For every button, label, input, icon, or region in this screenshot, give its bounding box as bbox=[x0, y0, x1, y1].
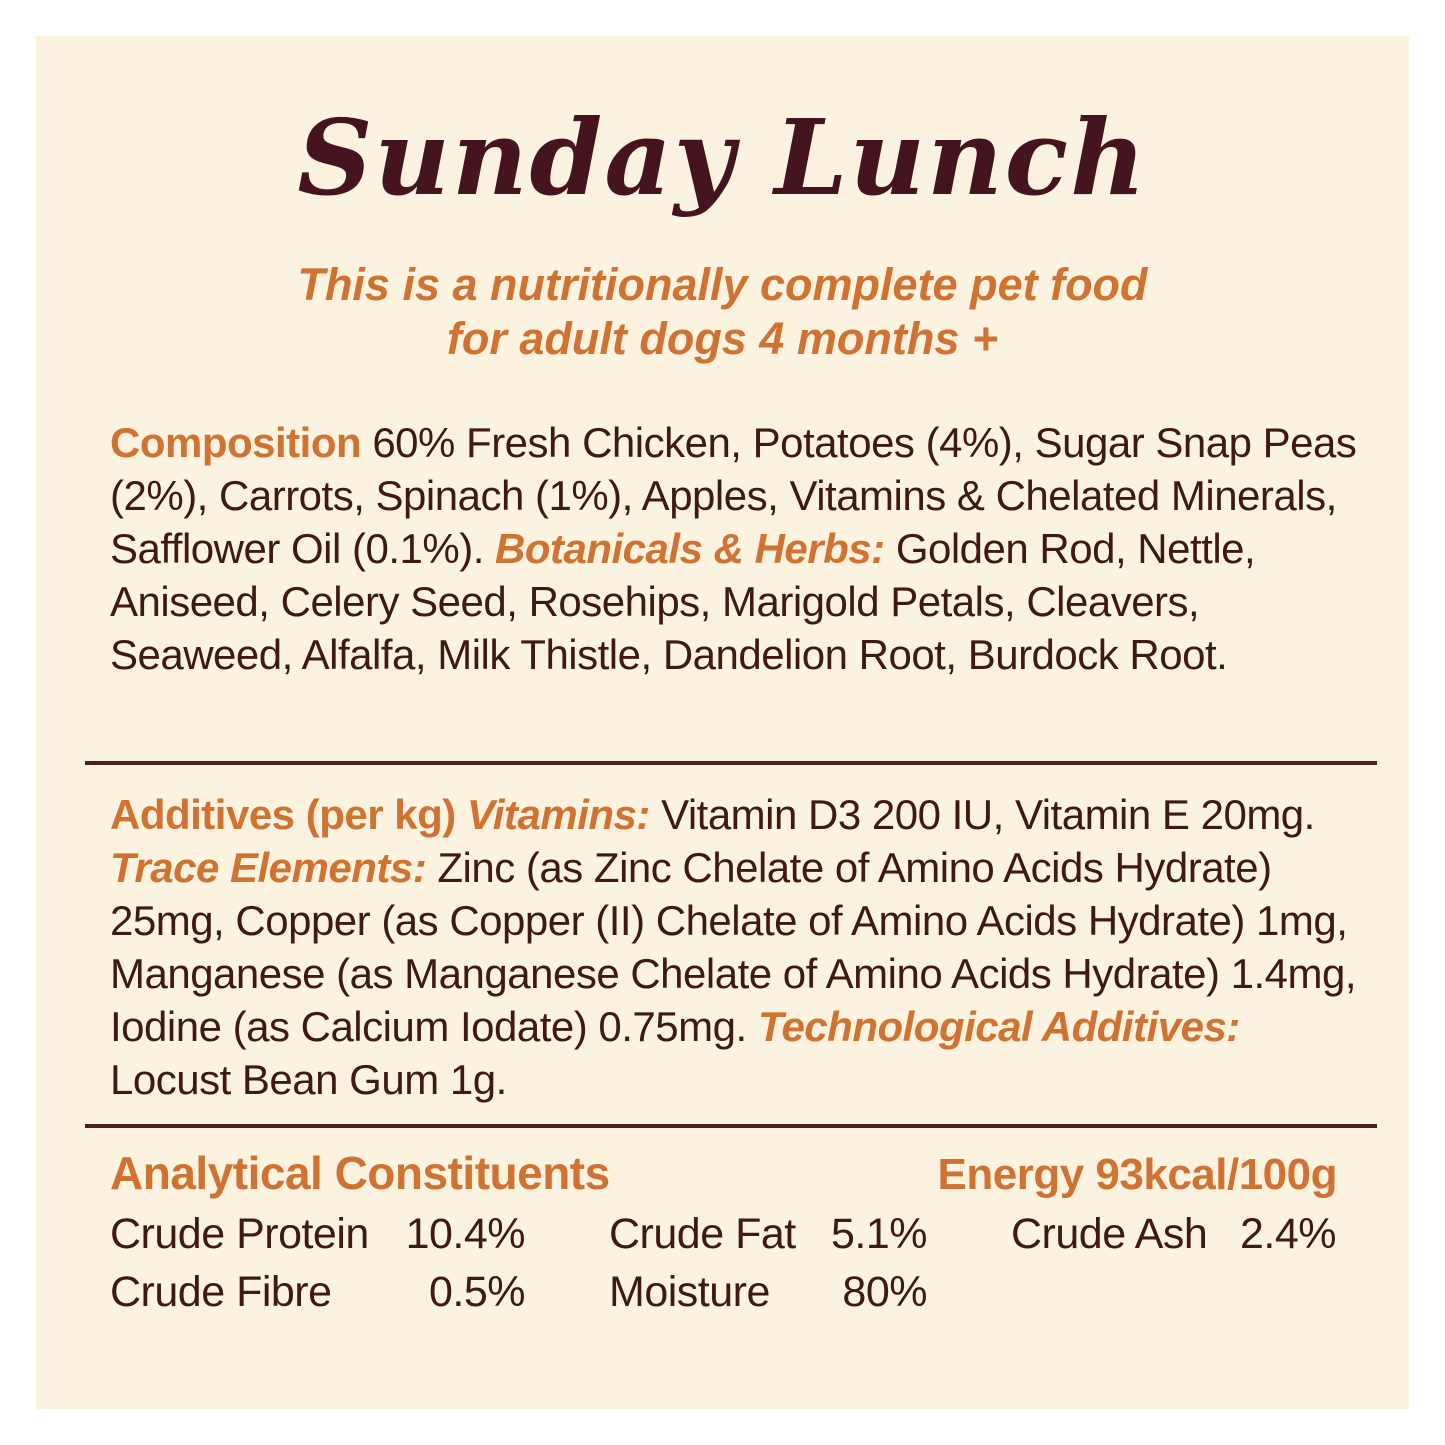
additives-paragraph: Additives (per kg) Vitamins: Vitamin D3 … bbox=[110, 788, 1365, 1106]
label-panel bbox=[36, 36, 1409, 1409]
technological-additives-text: Locust Bean Gum 1g. bbox=[110, 1056, 507, 1103]
nutrient-label: Crude Protein bbox=[110, 1210, 369, 1258]
trace-elements-text: Zinc (as Zinc Chelate of Amino Acids Hyd… bbox=[110, 844, 1357, 1050]
analytical-header-row: Analytical Constituents Energy 93kcal/10… bbox=[110, 1146, 1338, 1200]
product-subtitle: This is a nutritionally complete pet foo… bbox=[0, 258, 1445, 366]
trace-elements-heading: Trace Elements: bbox=[110, 844, 427, 891]
composition-heading: Composition bbox=[110, 419, 362, 466]
section-divider-top bbox=[85, 761, 1377, 765]
nutrient-value: 2.4% bbox=[1239, 1210, 1337, 1258]
additives-heading: Additives (per kg) bbox=[110, 791, 456, 838]
nutrient-value: 10.4% bbox=[405, 1210, 526, 1258]
table-cell-crude-fat: Crude Fat 5.1% bbox=[609, 1210, 928, 1259]
vitamins-text: Vitamin D3 200 IU, Vitamin E 20mg. bbox=[661, 791, 1315, 838]
table-cell-crude-protein: Crude Protein 10.4% bbox=[110, 1210, 526, 1259]
product-title: Sunday Lunch bbox=[297, 96, 1148, 219]
analytical-table: Crude Protein 10.4% Crude Fat 5.1% Crude… bbox=[110, 1210, 1337, 1317]
table-cell-moisture: Moisture 80% bbox=[609, 1268, 927, 1317]
technological-additives-heading: Technological Additives: bbox=[757, 1003, 1240, 1050]
nutrient-value: 5.1% bbox=[830, 1210, 928, 1258]
table-cell-crude-ash: Crude Ash 2.4% bbox=[1011, 1210, 1337, 1259]
energy-value: Energy 93kcal/100g bbox=[937, 1150, 1338, 1199]
nutrient-value: 0.5% bbox=[428, 1268, 526, 1316]
composition-text: 60% Fresh Chicken, Potatoes (4%), Sugar … bbox=[110, 419, 1357, 572]
vitamins-heading: Vitamins: bbox=[466, 791, 650, 838]
nutrient-label: Crude Fat bbox=[609, 1210, 796, 1258]
table-cell-empty bbox=[1011, 1268, 1336, 1317]
analytical-constituents-heading: Analytical Constituents bbox=[110, 1147, 610, 1199]
nutrient-label: Crude Fibre bbox=[110, 1268, 332, 1316]
nutrient-label: Moisture bbox=[609, 1268, 770, 1316]
analytical-constituents-section: Analytical Constituents Energy 93kcal/10… bbox=[110, 1146, 1338, 1317]
composition-paragraph: Composition 60% Fresh Chicken, Potatoes … bbox=[110, 416, 1365, 681]
subtitle-line-1: This is a nutritionally complete pet foo… bbox=[297, 259, 1148, 310]
subtitle-line-2: for adult dogs 4 months + bbox=[446, 313, 999, 364]
nutrient-label: Crude Ash bbox=[1011, 1210, 1208, 1258]
botanicals-herbs-text: Golden Rod, Nettle, Aniseed, Celery Seed… bbox=[110, 525, 1256, 678]
botanicals-herbs-heading: Botanicals & Herbs: bbox=[495, 525, 885, 572]
table-cell-crude-fibre: Crude Fibre 0.5% bbox=[110, 1268, 526, 1317]
section-divider-bottom bbox=[85, 1124, 1377, 1128]
nutrient-value: 80% bbox=[842, 1268, 927, 1316]
